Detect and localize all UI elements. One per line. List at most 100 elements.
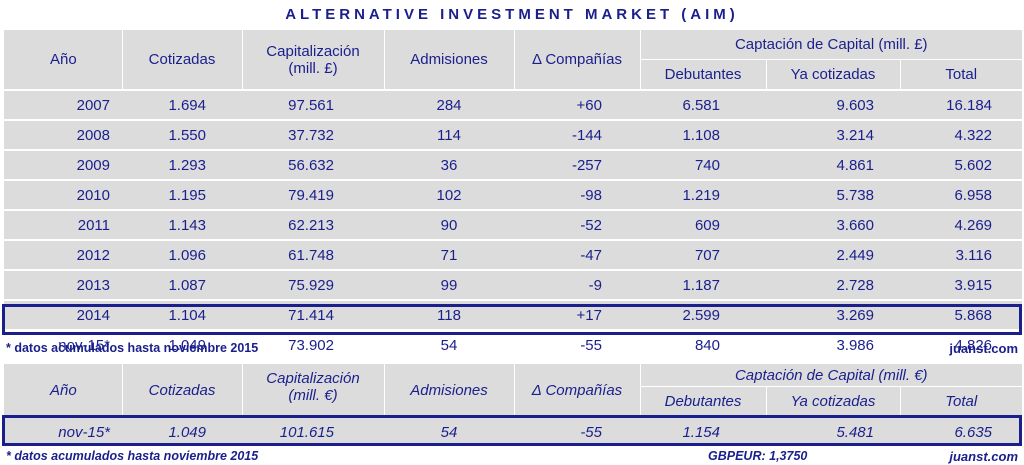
cell-delta: +60 bbox=[514, 89, 640, 120]
table-row: 2009 1.293 56.632 36 -257 740 4.861 5.602 bbox=[4, 149, 1023, 180]
cell-deb: 1.108 bbox=[640, 119, 766, 150]
cell-delta: -55 bbox=[514, 416, 640, 446]
header-admissions: Admisiones bbox=[383, 30, 514, 90]
cell-ya: 5.481 bbox=[766, 416, 900, 446]
cell-delta: -98 bbox=[514, 179, 640, 210]
cell-tot: 3.915 bbox=[900, 269, 1023, 300]
cell-cap: 37.732 bbox=[242, 119, 384, 150]
cell-year: 2012 bbox=[4, 239, 122, 270]
cell-year: 2010 bbox=[4, 179, 122, 210]
cell-listed: 1.087 bbox=[122, 269, 242, 300]
header-total-eur: Total bbox=[899, 386, 1023, 417]
header-cap-line2-eur: (mill. €) bbox=[241, 386, 384, 417]
cell-year: 2009 bbox=[4, 149, 122, 180]
header-listed-raised-eur: Ya cotizadas bbox=[765, 386, 900, 417]
cell-deb: 6.581 bbox=[640, 89, 766, 120]
cell-ya: 5.738 bbox=[766, 179, 900, 210]
cell-deb: 609 bbox=[640, 209, 766, 240]
header-debut: Debutantes bbox=[639, 59, 766, 90]
cell-tot: 16.184 bbox=[900, 89, 1023, 120]
cell-delta: +17 bbox=[514, 299, 640, 330]
table-row: 2013 1.087 75.929 99 -9 1.187 2.728 3.915 bbox=[4, 269, 1023, 300]
table-row: 2008 1.550 37.732 114 -144 1.108 3.214 4.322 bbox=[4, 119, 1023, 150]
cell-adm: 102 bbox=[384, 179, 514, 210]
cell-delta: -47 bbox=[514, 239, 640, 270]
source-2: juanst.com bbox=[949, 449, 1018, 464]
cell-tot: 3.116 bbox=[900, 239, 1023, 270]
cell-year: 2011 bbox=[4, 209, 122, 240]
cell-tot: 6.958 bbox=[900, 179, 1023, 210]
footnote-2: * datos acumulados hasta noviembre 2015 bbox=[6, 449, 259, 463]
cell-year: 2008 bbox=[4, 119, 122, 150]
cell-deb: 1.154 bbox=[640, 416, 766, 446]
cell-ya: 4.861 bbox=[766, 149, 900, 180]
cell-listed: 1.049 bbox=[122, 416, 242, 446]
cell-year: 2007 bbox=[4, 89, 122, 120]
cell-year: 2013 bbox=[4, 269, 122, 300]
cell-delta: -52 bbox=[514, 209, 640, 240]
cell-ya: 3.214 bbox=[766, 119, 900, 150]
cell-adm: 54 bbox=[384, 416, 514, 446]
footnote-1: * datos acumulados hasta noviembre 2015 bbox=[6, 341, 259, 355]
cell-ya: 2.449 bbox=[766, 239, 900, 270]
cell-ya: 3.269 bbox=[766, 299, 900, 330]
header-listed: Cotizadas bbox=[121, 30, 242, 90]
header-listed-raised: Ya cotizadas bbox=[765, 59, 900, 90]
cell-delta: -257 bbox=[514, 149, 640, 180]
cell-listed: 1.096 bbox=[122, 239, 242, 270]
cell-cap: 75.929 bbox=[242, 269, 384, 300]
cell-listed: 1.104 bbox=[122, 299, 242, 330]
cell-deb: 740 bbox=[640, 149, 766, 180]
cell-deb: 840 bbox=[640, 329, 766, 359]
cell-deb: 2.599 bbox=[640, 299, 766, 330]
cell-listed: 1.694 bbox=[122, 89, 242, 120]
header-admissions-eur: Admisiones bbox=[383, 364, 514, 417]
table-row: 2007 1.694 97.561 284 +60 6.581 9.603 16.184 bbox=[4, 89, 1023, 120]
table-row-eur: nov-15* 1.049 101.615 54 -55 1.154 5.481… bbox=[4, 416, 1023, 446]
cell-cap: 73.902 bbox=[242, 329, 384, 359]
header-listed-eur: Cotizadas bbox=[121, 364, 242, 417]
cell-cap: 62.213 bbox=[242, 209, 384, 240]
cell-year: nov-15* bbox=[4, 416, 122, 446]
header-total: Total bbox=[899, 59, 1023, 90]
cell-cap: 71.414 bbox=[242, 299, 384, 330]
cell-adm: 54 bbox=[384, 329, 514, 359]
cell-ya: 9.603 bbox=[766, 89, 900, 120]
cell-delta: -55 bbox=[514, 329, 640, 359]
cell-listed: 1.195 bbox=[122, 179, 242, 210]
aim-table-gbp: Año Cotizadas Capitalización Admisiones … bbox=[4, 30, 1023, 359]
table-row: 2012 1.096 61.748 71 -47 707 2.449 3.116 bbox=[4, 239, 1023, 270]
cell-adm: 118 bbox=[384, 299, 514, 330]
cell-cap: 79.419 bbox=[242, 179, 384, 210]
cell-cap: 97.561 bbox=[242, 89, 384, 120]
cell-tot: 4.269 bbox=[900, 209, 1023, 240]
cell-listed: 1.143 bbox=[122, 209, 242, 240]
cell-ya: 3.660 bbox=[766, 209, 900, 240]
cell-listed: 1.293 bbox=[122, 149, 242, 180]
header-raised: Captación de Capital (mill. £) bbox=[639, 30, 1023, 60]
cell-adm: 36 bbox=[384, 149, 514, 180]
header-year: Año bbox=[4, 30, 122, 90]
source-1: juanst.com bbox=[949, 341, 1018, 356]
cell-tot: 5.602 bbox=[900, 149, 1023, 180]
cell-adm: 284 bbox=[384, 89, 514, 120]
cell-adm: 114 bbox=[384, 119, 514, 150]
cell-cap: 61.748 bbox=[242, 239, 384, 270]
header-raised-eur: Captación de Capital (mill. €) bbox=[639, 364, 1023, 387]
cell-listed: 1.550 bbox=[122, 119, 242, 150]
table-row: 2010 1.195 79.419 102 -98 1.219 5.738 6.958 bbox=[4, 179, 1023, 210]
header-delta-eur: Δ Compañías bbox=[513, 364, 640, 417]
cell-tot: 6.635 bbox=[900, 416, 1023, 446]
header-debut-eur: Debutantes bbox=[639, 386, 766, 417]
cell-tot: 5.868 bbox=[900, 299, 1023, 330]
header-year-eur: Año bbox=[4, 364, 122, 417]
table-row: 2014 1.104 71.414 118 +17 2.599 3.269 5.868 bbox=[4, 299, 1023, 330]
aim-table-eur: Año Cotizadas Capitalización Admisiones … bbox=[4, 364, 1023, 446]
cell-adm: 71 bbox=[384, 239, 514, 270]
cell-deb: 1.219 bbox=[640, 179, 766, 210]
header-delta: Δ Compañías bbox=[513, 30, 640, 90]
cell-tot: 4.322 bbox=[900, 119, 1023, 150]
fx-rate: GBPEUR: 1,3750 bbox=[708, 449, 808, 463]
cell-ya: 2.728 bbox=[766, 269, 900, 300]
cell-deb: 1.187 bbox=[640, 269, 766, 300]
